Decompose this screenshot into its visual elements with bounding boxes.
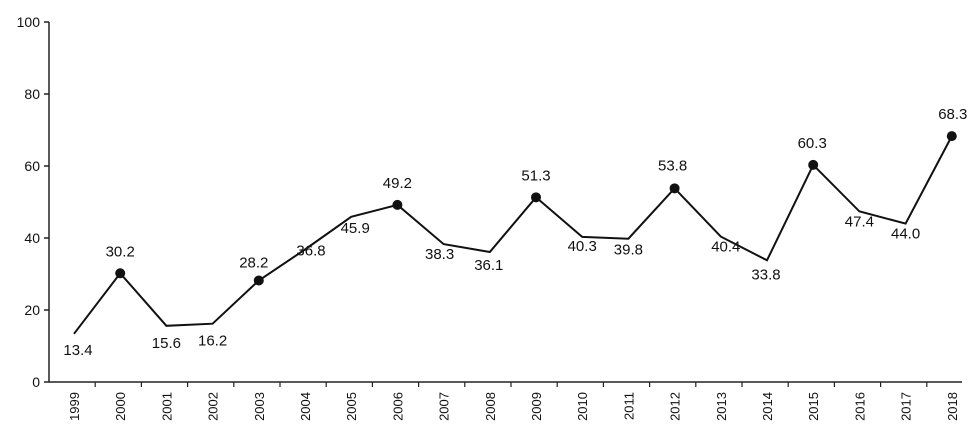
- x-tick-label: 2017: [899, 392, 914, 421]
- data-label: 44.0: [891, 226, 920, 243]
- y-tick-label: 60: [24, 158, 40, 174]
- x-tick-label: 2003: [252, 392, 267, 421]
- data-point-marker: [669, 183, 680, 194]
- data-point-marker: [253, 275, 264, 286]
- data-label: 30.2: [106, 243, 135, 260]
- x-tick-label: 2010: [575, 392, 590, 421]
- y-tick-label: 20: [24, 302, 40, 318]
- y-tick-label: 0: [32, 374, 40, 390]
- data-label: 38.3: [425, 246, 454, 263]
- data-point-marker: [115, 268, 126, 279]
- data-label: 40.4: [711, 239, 740, 256]
- data-labels: 13.4 30.2 15.6 16.2 28.2 36.8 45.9 49.2 38.3 36.1…: [63, 106, 967, 359]
- data-point-marker: [946, 131, 957, 142]
- data-label: 16.2: [198, 333, 227, 350]
- x-tick-label: 2000: [113, 392, 128, 421]
- x-tick-label: 2001: [159, 392, 174, 421]
- data-label: 68.3: [938, 106, 967, 123]
- series-layer: [73, 131, 957, 335]
- x-axis: 1999 2000 2001 2002 2003 2004 2005 2006 2007 2008…: [49, 381, 962, 421]
- x-tick-label: 2011: [621, 392, 636, 420]
- x-tick-label: 1999: [67, 392, 82, 421]
- data-point-marker: [531, 192, 541, 203]
- y-axis: 0 20 40 60 80 100: [17, 14, 50, 390]
- data-label: 36.8: [296, 243, 325, 260]
- series-line: [73, 135, 953, 335]
- x-tick-label: 2006: [390, 392, 405, 421]
- data-label: 33.8: [751, 266, 780, 283]
- x-tick-label: 2005: [344, 392, 359, 421]
- x-tick-label: 2014: [760, 392, 775, 421]
- y-tick-label: 100: [17, 14, 41, 30]
- data-label: 49.2: [383, 175, 412, 192]
- data-label: 39.8: [614, 242, 643, 259]
- data-label: 36.1: [474, 257, 503, 274]
- data-point-marker: [392, 199, 403, 210]
- data-label: 28.2: [239, 254, 268, 271]
- x-tick-label: 2016: [852, 392, 867, 421]
- data-label: 53.8: [658, 157, 687, 174]
- x-tick-label: 2004: [298, 392, 313, 421]
- data-label: 51.3: [521, 167, 550, 184]
- x-tick-label: 2007: [437, 392, 452, 421]
- data-label: 40.3: [568, 238, 597, 255]
- data-point-marker: [808, 159, 819, 170]
- data-label: 45.9: [341, 220, 370, 237]
- x-tick-label: 2002: [206, 392, 221, 421]
- x-tick-label: 2013: [714, 392, 729, 421]
- data-label: 60.3: [798, 135, 827, 152]
- x-tick-label: 2009: [529, 392, 544, 421]
- data-label: 13.4: [63, 342, 92, 359]
- y-tick-label: 40: [24, 230, 40, 246]
- x-tick-label: 2012: [668, 392, 683, 421]
- x-tick-label: 2008: [483, 392, 498, 421]
- data-label: 47.4: [845, 213, 874, 230]
- y-tick-label: 80: [24, 86, 40, 102]
- x-tick-label: 2018: [945, 392, 960, 421]
- x-tick-label: 2015: [806, 392, 821, 421]
- data-label: 15.6: [152, 335, 181, 352]
